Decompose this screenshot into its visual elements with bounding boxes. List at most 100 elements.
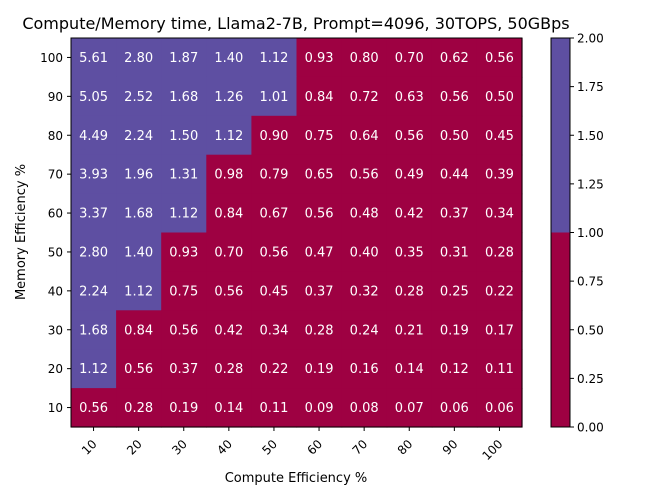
heatmap-cell (341, 388, 388, 428)
cell-value-label: 0.70 (395, 51, 424, 66)
heatmap-cell-labels: 5.61 2.80 1.87 1.40 1.12 0.93 0.80 0.70 0.62 0.56… (79, 51, 514, 416)
y-axis: 100 90 80 70 60 50 40 30 20 10 (40, 51, 71, 415)
heatmap-cell (431, 154, 478, 195)
heatmap-cell (206, 154, 252, 195)
heatmap-cell (386, 154, 433, 195)
cell-value-label: 0.84 (214, 207, 243, 222)
cell-value-label: 1.12 (259, 51, 288, 66)
heatmap-cell (476, 193, 523, 234)
colorbar-tick-label: 1.75 (577, 80, 604, 94)
cell-value-label: 0.21 (395, 323, 424, 338)
cell-value-label: 1.12 (79, 362, 108, 377)
heatmap-cell (476, 349, 523, 389)
cell-value-label: 4.49 (79, 129, 108, 144)
x-tick-label: 70 (350, 437, 371, 458)
cell-value-label: 0.40 (350, 245, 379, 260)
cell-value-label: 0.56 (259, 245, 288, 260)
cell-value-label: 0.28 (124, 401, 153, 416)
heatmap-cell (431, 310, 478, 350)
heatmap-cell (251, 310, 298, 350)
cell-value-label: 0.62 (440, 51, 469, 66)
heatmap-cell (116, 271, 162, 311)
heatmap-cell (161, 38, 207, 78)
heatmap-cell (386, 271, 433, 311)
heatmap-cell (206, 388, 252, 428)
x-tick-label: 100 (479, 437, 505, 463)
heatmap-cell (251, 193, 298, 234)
heatmap-cell (71, 38, 117, 78)
heatmap-cell (296, 154, 343, 195)
cell-value-label: 0.49 (395, 168, 424, 183)
cell-value-label: 2.52 (124, 90, 153, 105)
heatmap-cell (71, 232, 117, 272)
heatmap-cell (341, 38, 388, 78)
cell-value-label: 0.50 (440, 129, 469, 144)
cell-value-label: 2.24 (79, 284, 108, 299)
heatmap-cell (296, 38, 343, 78)
heatmap-cell (341, 76, 388, 117)
cell-value-label: 3.93 (79, 168, 108, 183)
cell-value-label: 1.50 (169, 129, 198, 144)
heatmap-cell (116, 232, 162, 272)
cell-value-label: 0.79 (259, 168, 288, 183)
x-tick-label: 30 (169, 437, 190, 458)
heatmap-cell (251, 76, 298, 117)
cell-value-label: 0.45 (485, 129, 514, 144)
colorbar-tick-label: 0.00 (577, 421, 604, 435)
cell-value-label: 0.98 (214, 168, 243, 183)
heatmap-cell (116, 154, 162, 195)
cell-value-label: 0.50 (485, 90, 514, 105)
cell-value-label: 0.22 (485, 284, 514, 299)
chart-title: Compute/Memory time, Llama2-7B, Prompt=4… (22, 14, 569, 33)
heatmap-cell (431, 76, 478, 117)
cell-value-label: 0.34 (485, 207, 514, 222)
cell-value-label: 2.80 (79, 245, 108, 260)
cell-value-label: 1.12 (169, 207, 198, 222)
heatmap-cell (251, 38, 298, 78)
heatmap-cell (71, 76, 117, 117)
colorbar-tick-label: 2.00 (577, 32, 604, 46)
heatmap-cell (431, 38, 478, 78)
y-axis-label: Memory Efficiency % (14, 164, 29, 300)
cell-value-label: 0.19 (305, 362, 334, 377)
y-tick-label: 20 (48, 362, 63, 376)
heatmap-cell (161, 388, 207, 428)
heatmap-cell (161, 271, 207, 311)
heatmap-cell (431, 232, 478, 272)
cell-value-label: 0.70 (214, 245, 243, 260)
heatmap-cell (206, 193, 252, 234)
heatmap-cell (206, 76, 252, 117)
heatmap-cell (206, 38, 252, 78)
colorbar-tick-label: 1.50 (577, 129, 604, 143)
heatmap-cell (386, 115, 433, 156)
heatmap-cell (206, 115, 252, 156)
cell-value-label: 5.05 (79, 90, 108, 105)
cell-value-label: 0.19 (169, 401, 198, 416)
x-tick-label: 50 (259, 437, 280, 458)
heatmap-cell (71, 310, 117, 350)
heatmap-cells (71, 38, 523, 428)
heatmap-cell (476, 76, 523, 117)
heatmap-cell (116, 310, 162, 350)
cell-value-label: 0.56 (79, 401, 108, 416)
cell-value-label: 0.28 (305, 323, 334, 338)
colorbar-tick-label: 0.50 (577, 323, 604, 337)
cell-value-label: 0.37 (305, 284, 334, 299)
y-tick-label: 90 (48, 90, 63, 104)
heatmap-cell (116, 115, 162, 156)
cell-value-label: 1.40 (124, 245, 153, 260)
x-tick-label: 90 (440, 437, 461, 458)
cell-value-label: 0.06 (440, 401, 469, 416)
cell-value-label: 0.75 (305, 129, 334, 144)
cell-value-label: 0.11 (485, 362, 514, 377)
cell-value-label: 0.39 (485, 168, 514, 183)
colorbar-tick-label: 0.25 (577, 372, 604, 386)
cell-value-label: 0.32 (350, 284, 379, 299)
heatmap-cell (341, 271, 388, 311)
x-tick-label: 20 (124, 437, 145, 458)
heatmap-cell (116, 193, 162, 234)
heatmap-cell (476, 115, 523, 156)
heatmap-cell (71, 388, 117, 428)
heatmap-cell (71, 115, 117, 156)
cell-value-label: 0.63 (395, 90, 424, 105)
